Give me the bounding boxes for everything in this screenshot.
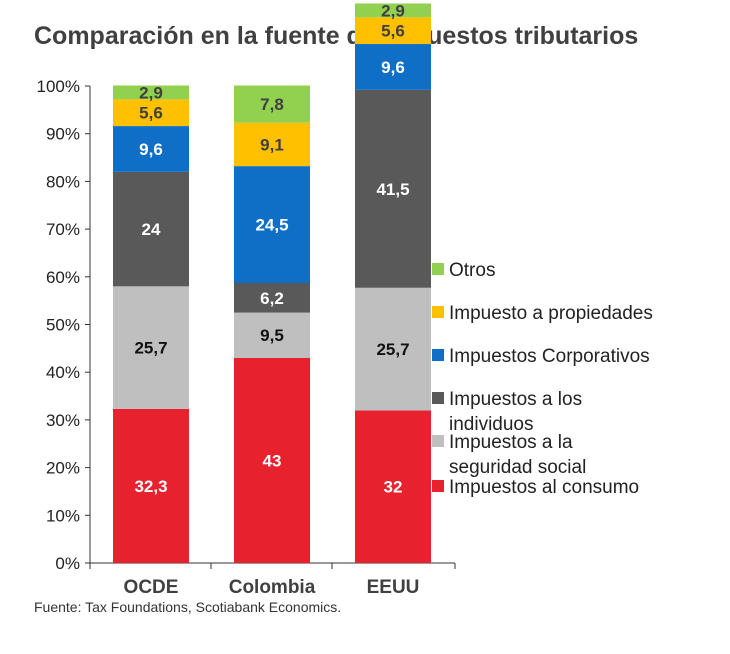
bar-value-label: 24 xyxy=(142,220,161,239)
x-category-label: EEUU xyxy=(367,577,420,598)
y-tick-label: 90% xyxy=(46,125,80,144)
legend-swatch xyxy=(432,435,444,447)
legend-label: individuos xyxy=(449,414,534,435)
bar-value-label: 32 xyxy=(384,478,403,497)
bar-segment xyxy=(234,283,310,313)
bar-segment xyxy=(355,17,431,45)
legend-label: Impuestos a la xyxy=(449,432,573,453)
legend-label: Impuestos al consumo xyxy=(449,477,639,498)
bar-segment xyxy=(234,166,310,284)
legend-swatch xyxy=(432,392,444,404)
y-tick-label: 80% xyxy=(46,172,80,191)
x-category-label: OCDE xyxy=(124,577,179,598)
bar-segment xyxy=(355,3,431,18)
bar-segment xyxy=(355,410,431,563)
bar-value-label: 41,5 xyxy=(376,180,409,199)
y-tick-label: 100% xyxy=(37,77,80,96)
bar-value-label: 9,1 xyxy=(260,135,284,154)
legend-label: Otros xyxy=(449,260,495,281)
bar-segment xyxy=(113,171,189,287)
bar-segment xyxy=(355,287,431,411)
bar-segment xyxy=(113,85,189,100)
y-tick-label: 50% xyxy=(46,316,80,335)
bar-value-label: 6,2 xyxy=(260,289,284,308)
bar-segment xyxy=(234,312,310,358)
bar-value-label: 24,5 xyxy=(255,216,288,235)
bar-value-label: 2,9 xyxy=(381,1,405,20)
legend-swatch xyxy=(432,349,444,361)
bar-value-label: 9,6 xyxy=(381,58,405,77)
bar-value-label: 9,5 xyxy=(260,326,284,345)
bar-segment xyxy=(113,286,189,409)
y-tick-label: 0% xyxy=(55,554,80,573)
x-category-label: Colombia xyxy=(229,577,316,598)
bar-value-label: 25,7 xyxy=(376,340,409,359)
legend-label: Impuesto a propiedades xyxy=(449,303,653,324)
bar-segment xyxy=(113,99,189,127)
bar-segment xyxy=(113,126,189,172)
legend-label: Impuestos a los xyxy=(449,389,582,410)
y-tick-label: 10% xyxy=(46,506,80,525)
bar-segment xyxy=(355,89,431,288)
y-tick-label: 40% xyxy=(46,363,80,382)
bar-segment xyxy=(234,85,310,123)
legend-swatch xyxy=(432,306,444,318)
bar-value-label: 2,9 xyxy=(139,83,163,102)
bar-value-label: 32,3 xyxy=(134,477,167,496)
bar-value-label: 9,6 xyxy=(139,140,163,159)
bar-segment xyxy=(234,357,310,563)
bar-value-label: 43 xyxy=(263,451,282,470)
y-tick-label: 60% xyxy=(46,268,80,287)
y-tick-label: 70% xyxy=(46,220,80,239)
source-note: Fuente: Tax Foundations, Scotiabank Econ… xyxy=(34,599,342,615)
chart-title: Comparación en la fuente de impuestos tr… xyxy=(34,22,639,50)
bar-value-label: 5,6 xyxy=(381,22,405,41)
bar-value-label: 7,8 xyxy=(260,95,284,114)
legend-swatch xyxy=(432,263,444,275)
bar-segment xyxy=(234,122,310,167)
bar-value-label: 25,7 xyxy=(134,339,167,358)
legend-label: seguridad social xyxy=(449,457,586,478)
y-tick-label: 30% xyxy=(46,411,80,430)
bar-segment xyxy=(113,408,189,563)
y-tick-label: 20% xyxy=(46,459,80,478)
bar-value-label: 5,6 xyxy=(139,104,163,123)
legend-swatch xyxy=(432,480,444,492)
bar-segment xyxy=(355,44,431,90)
legend-label: Impuestos Corporativos xyxy=(449,346,650,367)
